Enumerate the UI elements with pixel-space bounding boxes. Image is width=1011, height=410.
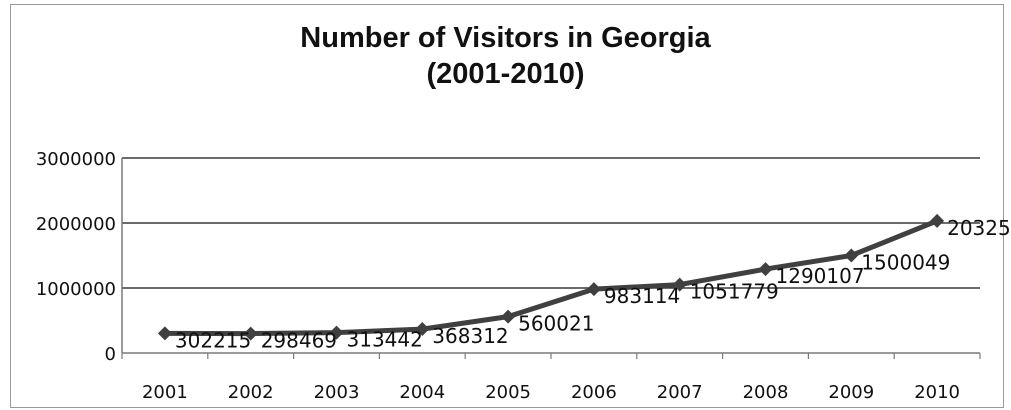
data-point bbox=[501, 309, 516, 324]
data-label: 983114 bbox=[604, 284, 680, 308]
x-tick-label: 2004 bbox=[399, 382, 445, 403]
chart-title: Number of Visitors in Georgia (2001-2010… bbox=[0, 20, 1011, 92]
data-point bbox=[930, 213, 945, 228]
x-tick-label: 2007 bbox=[657, 382, 703, 403]
y-tick-label: 0 bbox=[105, 344, 116, 365]
data-label: 302215 bbox=[175, 328, 251, 352]
data-point bbox=[844, 248, 859, 263]
y-tick-label: 2000000 bbox=[36, 214, 116, 235]
data-point bbox=[586, 282, 601, 297]
x-tick-label: 2006 bbox=[571, 382, 617, 403]
x-tick-label: 2003 bbox=[314, 382, 360, 403]
x-tick-label: 2010 bbox=[914, 382, 960, 403]
x-tick-label: 2009 bbox=[828, 382, 874, 403]
x-tick-label: 2008 bbox=[743, 382, 789, 403]
data-label: 313442 bbox=[347, 328, 423, 352]
data-label: 1500049 bbox=[861, 250, 950, 274]
data-point bbox=[243, 326, 258, 341]
data-label: 1051779 bbox=[690, 280, 779, 304]
y-tick-label: 3000000 bbox=[36, 149, 116, 170]
data-label: 298469 bbox=[261, 329, 337, 353]
data-label: 368312 bbox=[432, 324, 508, 348]
data-point bbox=[329, 325, 344, 340]
data-point bbox=[758, 262, 773, 277]
data-point bbox=[415, 322, 430, 337]
chart-title-line-2: (2001-2010) bbox=[426, 58, 585, 90]
data-point bbox=[157, 326, 172, 341]
data-label: 2032586 bbox=[947, 216, 1011, 240]
data-label: 560021 bbox=[518, 312, 594, 336]
x-tick-label: 2002 bbox=[228, 382, 274, 403]
series-line bbox=[164, 218, 939, 337]
x-tick-label: 2001 bbox=[142, 382, 188, 403]
y-tick-label: 1000000 bbox=[36, 279, 116, 300]
x-tick-label: 2005 bbox=[485, 382, 531, 403]
chart-title-line-1: Number of Visitors in Georgia bbox=[300, 22, 711, 54]
data-label: 1290107 bbox=[776, 264, 865, 288]
data-point bbox=[672, 277, 687, 292]
chart-frame bbox=[10, 4, 1004, 408]
